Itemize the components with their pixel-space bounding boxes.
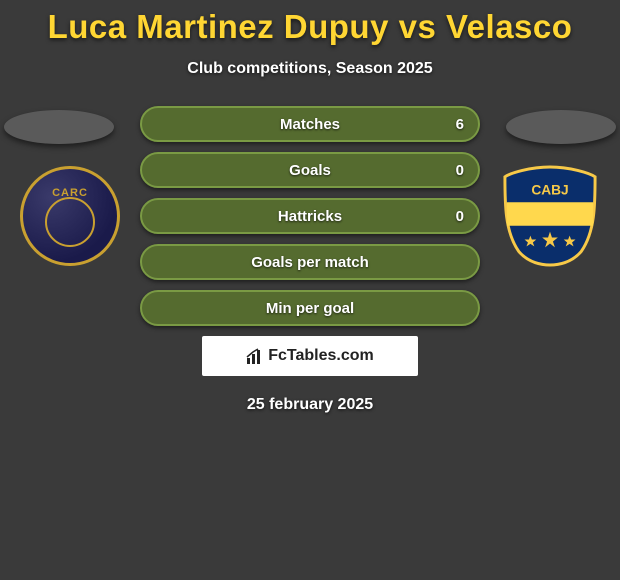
stat-label: Hattricks	[278, 208, 342, 225]
player-right-placeholder	[506, 110, 616, 144]
stat-label: Goals per match	[251, 254, 369, 271]
club-badge-left	[20, 166, 120, 266]
stat-value: 0	[456, 162, 464, 179]
chart-icon	[246, 347, 264, 365]
page-title: Luca Martinez Dupuy vs Velasco	[0, 0, 620, 46]
brand-logo[interactable]: FcTables.com	[202, 336, 418, 376]
stat-row-goals-per-match: Goals per match	[140, 244, 480, 280]
stats-area: CABJ Matches 6 Goals 0 Hattricks	[0, 106, 620, 326]
club-badge-left-inner	[45, 197, 95, 247]
stat-value: 6	[456, 116, 464, 133]
shield-icon: CABJ	[501, 165, 599, 267]
stat-label: Min per goal	[266, 300, 354, 317]
stat-row-min-per-goal: Min per goal	[140, 290, 480, 326]
svg-text:CABJ: CABJ	[531, 182, 568, 197]
stat-row-goals: Goals 0	[140, 152, 480, 188]
player-left-placeholder	[4, 110, 114, 144]
stat-row-matches: Matches 6	[140, 106, 480, 142]
stat-label: Matches	[280, 116, 340, 133]
footer-date: 25 february 2025	[0, 396, 620, 414]
stat-value: 0	[456, 208, 464, 225]
club-badge-right: CABJ	[500, 166, 600, 266]
comparison-widget: Luca Martinez Dupuy vs Velasco Club comp…	[0, 0, 620, 414]
stat-rows: Matches 6 Goals 0 Hattricks 0 Goals per …	[140, 106, 480, 326]
stat-row-hattricks: Hattricks 0	[140, 198, 480, 234]
page-subtitle: Club competitions, Season 2025	[0, 60, 620, 78]
brand-text: FcTables.com	[268, 347, 374, 365]
stat-label: Goals	[289, 162, 331, 179]
